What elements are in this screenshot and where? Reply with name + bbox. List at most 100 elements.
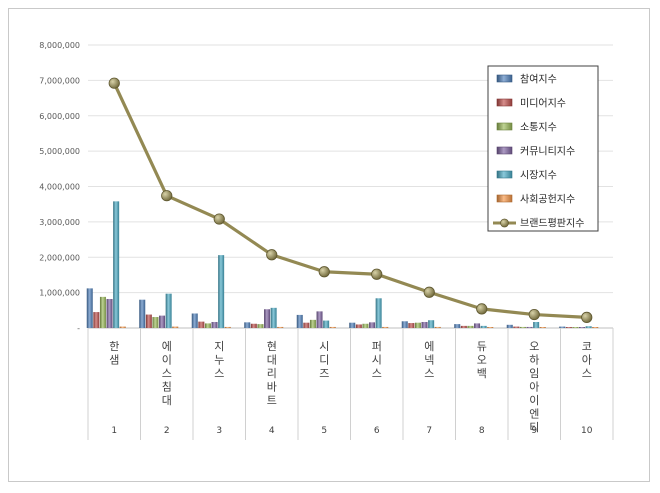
bar <box>487 327 494 328</box>
bar <box>355 324 362 328</box>
y-tick-label: 4,000,000 <box>39 183 80 192</box>
bar <box>329 326 336 328</box>
bar <box>408 323 415 328</box>
bar <box>106 298 113 328</box>
bar <box>172 326 179 328</box>
legend-swatch <box>496 146 513 155</box>
legend-swatch <box>496 74 513 83</box>
bar <box>513 326 520 328</box>
brand-index-point <box>423 286 435 298</box>
bar <box>93 312 100 328</box>
bar <box>460 325 467 328</box>
legend-label: 커뮤니티지수 <box>520 146 575 158</box>
bar <box>309 319 316 328</box>
bar <box>565 327 572 328</box>
bar <box>303 322 310 328</box>
bar <box>480 325 487 328</box>
y-tick-label: 2,000,000 <box>39 253 80 262</box>
bar <box>579 327 586 328</box>
legend-label: 브랜드평판지수 <box>520 218 584 230</box>
bar <box>414 322 421 328</box>
bar <box>191 313 198 328</box>
bar <box>362 323 369 328</box>
legend-label: 미디어지수 <box>520 98 566 110</box>
bar <box>533 321 540 328</box>
bar <box>296 314 303 328</box>
y-tick-label: 3,000,000 <box>39 218 80 227</box>
bar <box>316 311 323 328</box>
brand-index-point <box>108 77 120 89</box>
legend-label: 시장지수 <box>520 170 557 182</box>
brand-index-point <box>581 311 593 323</box>
bar <box>539 327 546 328</box>
bar <box>113 201 120 328</box>
bar <box>86 288 93 328</box>
bar <box>264 309 271 328</box>
bar <box>454 324 461 328</box>
rank-label: 8 <box>479 426 485 436</box>
bar <box>139 299 146 328</box>
brand-index-point <box>476 303 488 315</box>
bar <box>592 327 599 328</box>
y-tick-label: 7,000,000 <box>39 76 80 85</box>
bar <box>526 326 533 328</box>
bar <box>506 324 513 328</box>
legend-swatch <box>496 122 513 131</box>
rank-label: 2 <box>164 426 170 436</box>
rank-label: 1 <box>111 426 117 436</box>
legend-swatch <box>496 98 513 107</box>
bar <box>434 326 441 328</box>
legend-label: 사회공헌지수 <box>520 194 575 206</box>
rank-label: 7 <box>426 426 432 436</box>
legend-swatch <box>496 170 513 179</box>
bar <box>204 323 211 328</box>
brand-index-line <box>112 82 587 319</box>
bar <box>428 320 435 328</box>
bar <box>257 324 264 328</box>
bar <box>224 326 231 328</box>
brand-index-point <box>528 308 540 321</box>
brand-index-point <box>213 213 225 225</box>
bar <box>159 315 166 328</box>
bar <box>382 326 389 328</box>
bar <box>145 314 152 328</box>
y-tick-label: 8,000,000 <box>39 41 80 50</box>
bar <box>211 321 218 328</box>
bar <box>467 325 474 328</box>
bar <box>323 320 330 328</box>
brand-index-point <box>371 268 383 280</box>
bar <box>559 326 566 328</box>
bar <box>270 307 277 328</box>
rank-label: 5 <box>321 426 327 436</box>
bar <box>165 293 172 328</box>
rank-label: 4 <box>269 426 275 436</box>
rank-label: 6 <box>374 426 380 436</box>
rank-label: 3 <box>216 426 222 436</box>
bar <box>572 327 579 328</box>
rank-label: 10 <box>581 426 593 436</box>
legend-label: 참여지수 <box>520 74 557 86</box>
rank-label: 9 <box>531 426 537 436</box>
bar <box>198 321 205 328</box>
bar <box>152 317 159 328</box>
y-tick-label: 1,000,000 <box>39 289 80 298</box>
brand-index-point <box>266 249 278 261</box>
bar <box>401 321 408 328</box>
bar <box>250 323 257 328</box>
bar <box>585 326 592 328</box>
bar <box>474 323 481 328</box>
bar <box>119 326 126 328</box>
y-tick-label: 6,000,000 <box>39 112 80 121</box>
legend-label: 소통지수 <box>520 122 557 134</box>
brand-index-point <box>318 266 330 278</box>
